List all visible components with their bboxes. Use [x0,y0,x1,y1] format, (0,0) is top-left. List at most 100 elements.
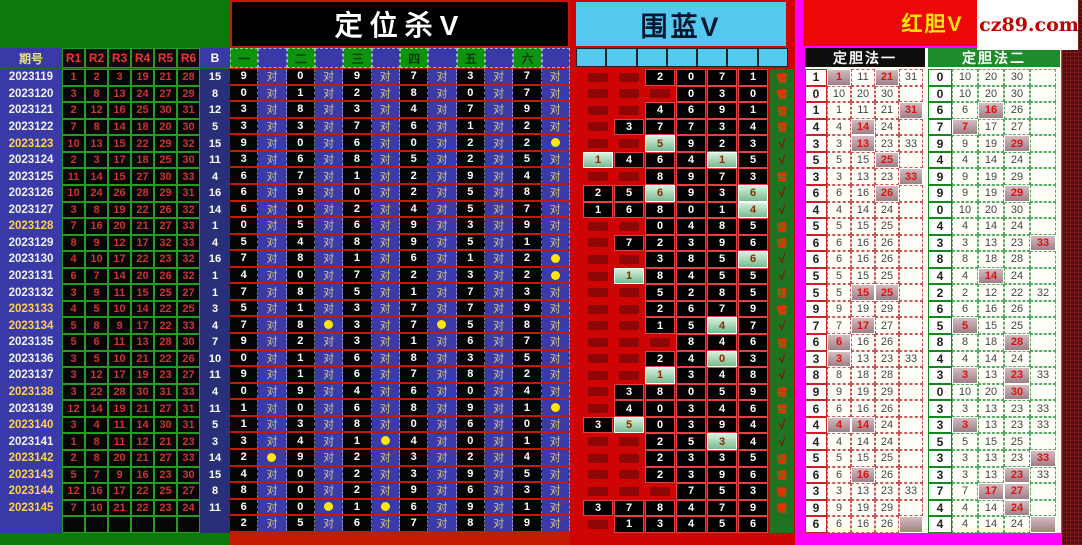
red-ball-cell [177,516,200,533]
kill-result-cell: 对 [258,416,287,432]
dan-lead-cell: 5 [805,284,827,301]
kill-result-cell: 对 [314,433,344,448]
dan-candidate-cell: 5 [952,433,978,450]
blue-candidate-cell: 7 [676,118,706,136]
kill-result-cell: 对 [258,317,287,332]
draw-result-row: 2023137 3 12 17 19 23 27 11 [0,367,230,384]
red-ball-cell: 27 [154,400,177,417]
kill-digit-cell: 8 [399,400,429,415]
dan-hit-cell: 16 [851,466,875,484]
dan-hit-cell: 28 [1004,334,1030,351]
kill-digit-cell: 1 [343,433,372,448]
kill-result-cell: 对 [258,85,287,101]
red-ball-cell: 27 [154,449,177,467]
dan-lead-cell: 9 [928,184,952,202]
site-logo[interactable]: cz89.com [977,0,1079,50]
dan-candidate-cell: 13 [978,416,1004,434]
dan-candidate-cell: 26 [875,466,899,484]
wrong-mark: 错 [777,305,787,317]
red-ball-cell: 11 [62,168,85,185]
blue-empty-marker [619,304,639,314]
kill-digit-cell: 3 [399,449,429,465]
dan-row: 3 3 13 23 33 [805,483,925,500]
dan-candidate-cell: 18 [978,251,1004,268]
dan-candidate-cell: 24 [1004,350,1030,368]
dan-lead-cell: 3 [805,483,827,500]
kill-digit-cell: 8 [343,416,372,432]
red-ball-cell: 7 [62,218,85,235]
blue-empty-cell [583,102,613,119]
blue-candidate-cell: 9 [676,135,706,152]
kill-digit-cell: 9 [399,234,429,250]
kill-digit-cell: 3 [343,102,372,117]
issue-cell: 2023139 [0,400,62,417]
kill-digit-cell: 2 [230,449,259,465]
dan-candidate-cell: 9 [827,383,851,401]
dan-lead-cell: 3 [928,234,952,252]
blue-empty-cell [614,334,644,351]
dan-row: 0 10 20 30 [805,85,925,103]
red-ball-cell: 14 [85,400,108,417]
blue-empty-cell [583,301,613,318]
dan-lead-cell: 4 [805,416,827,434]
draw-result-row: 2023122 7 8 14 18 20 30 5 [0,118,230,136]
blue-empty-cell [645,86,675,103]
kill-result-cell: 对 [314,334,344,349]
wrong-mark: 错 [777,123,787,135]
kill-digit-cell: 1 [343,251,372,266]
dan-candidate-cell: 6 [827,400,851,417]
kill-result-cell: 对 [258,466,287,482]
blue-result-cell: 错 [770,466,794,484]
dan-row: 6 6 16 26 [805,234,925,252]
dan-lead-cell: 5 [928,317,952,334]
kill-result-cell: 对 [541,118,570,134]
red-ball-cell: 7 [62,118,85,136]
dan-row: 6 6 16 26 [928,300,1060,318]
kill-digit-cell: 2 [286,334,315,349]
blue-candidate-cell: 7 [614,499,644,517]
dan-candidate-cell: 18 [978,334,1004,351]
kill-result-cell: 对 [428,300,457,316]
dan-candidate-cell [1030,267,1056,285]
dan-method-1-rows: 1 1 11 21 31 0 10 20 30 1 1 11 21 31 4 4 14 24 3 3 13 23 33 5 5 1… [805,69,925,533]
dan-candidate-cell: 4 [827,201,851,219]
blue-empty-cell [583,168,613,185]
kill-digit-cell: 4 [286,433,315,448]
kill-digit-cell: 6 [343,400,372,415]
dan-candidate-cell: 3 [827,135,851,152]
blue-ball-cell: 7 [200,334,230,351]
kill-digit-cell: 4 [230,466,259,482]
red-ball-cell: 12 [85,367,108,384]
blue-candidate-cell: 0 [676,69,706,86]
blue-empty-marker [650,337,670,347]
blue-candidate-cell: 3 [583,499,613,517]
blue-row: 2 5 6 9 3 6 √ [570,184,795,202]
issue-cell: 2023135 [0,334,62,351]
blue-result-cell: √ [770,350,794,368]
dan-candidate-cell: 16 [851,234,875,252]
dan-candidate-cell: 5 [827,151,851,169]
blue-candidate-cell: 0 [676,383,706,401]
red-ball-cell: 5 [62,317,85,334]
red-ball-cell: 7 [85,267,108,285]
blue-empty-marker [619,486,639,496]
dan-hit-cell: 3 [952,367,978,384]
dan-candidate-cell [1030,69,1056,86]
dan-lead-cell: 6 [805,516,827,533]
red-ball-cell: 22 [85,383,108,401]
dan-hit-cell: 14 [851,416,875,434]
blue-candidate-cell: 5 [676,317,706,334]
kill-result-cell: 对 [314,367,344,382]
kill-digit-cell: 3 [230,433,259,448]
draw-result-row: 2023129 8 9 12 17 32 33 4 [0,234,230,252]
red-ball-cell: 25 [154,151,177,169]
blue-ball-cell: 1 [200,284,230,301]
blue-candidate-cell: 3 [645,516,675,533]
wrong-mark: 错 [777,73,787,85]
kill-column-header: 四 [399,48,429,68]
